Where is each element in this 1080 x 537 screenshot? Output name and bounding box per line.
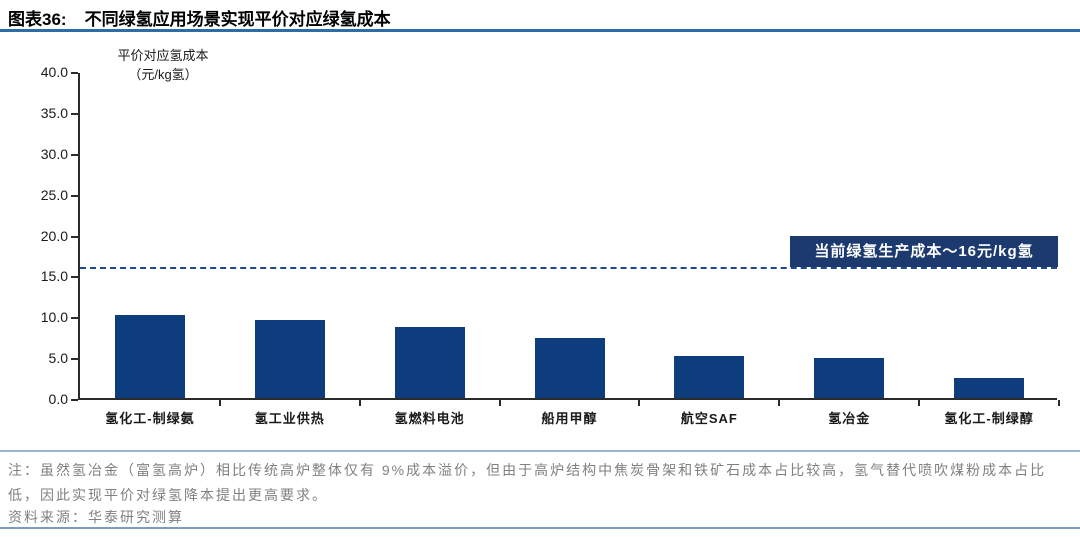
bottom-rule [0, 527, 1080, 529]
x-category-label: 氢冶金 [828, 411, 871, 426]
title-underline-rule [0, 29, 1080, 32]
bar [114, 314, 185, 398]
x-category-label: 氢工业供热 [254, 411, 325, 426]
y-axis-tick [71, 72, 78, 74]
note-top-divider [0, 450, 1080, 452]
x-axis-tick [918, 400, 921, 406]
bar [394, 326, 465, 398]
y-axis-title: 平价对应氢成本 （元/kg氢） [88, 46, 238, 84]
y-axis-tick [71, 317, 78, 320]
x-axis-tick [778, 400, 781, 406]
y-axis-tick-label: 15.0 [40, 268, 68, 285]
x-category-label: 氢化工-制绿醇 [944, 411, 1034, 426]
y-axis-title-line1: 平价对应氢成本 [117, 48, 209, 63]
bar [954, 377, 1025, 398]
y-axis-tick-label: 10.0 [40, 309, 68, 326]
x-axis-tick [1058, 400, 1060, 406]
y-axis-tick [71, 358, 78, 361]
threshold-annotation-box: 当前绿氢生产成本～16元/kg氢 [790, 236, 1058, 268]
y-axis-tick [71, 112, 78, 115]
x-axis-tick [218, 400, 221, 406]
y-axis-tick-label: 20.0 [40, 227, 68, 244]
figure-number-label: 图表36: [8, 10, 67, 29]
bar [674, 355, 745, 398]
bar-chart-plot-area: 当前绿氢生产成本～16元/kg氢 0.0 5.0 10.0 15.0 20.0 25.0 3… [41, 64, 1060, 426]
y-axis-tick [71, 276, 78, 279]
figure-title-text: 不同绿氢应用场景实现平价对应绿氢成本 [84, 10, 391, 29]
y-axis-tick [71, 194, 78, 197]
y-axis-tick [71, 399, 78, 401]
note-text: 注：虽然氢冶金（富氢高炉）相比传统高炉整体仅有 9%成本溢价，但由于高炉结构中焦… [8, 462, 1047, 503]
y-axis-tick-label: 5.0 [48, 350, 68, 367]
x-category-label: 氢燃料电池 [394, 411, 465, 426]
y-axis-tick-label: 30.0 [40, 145, 68, 162]
y-axis-title-line2: （元/kg氢） [128, 67, 198, 82]
threshold-dashed-line [80, 267, 1057, 270]
y-axis-tick [71, 235, 78, 238]
y-axis-tick-label: 35.0 [40, 104, 68, 121]
x-category-label: 氢化工-制绿氨 [105, 411, 195, 426]
y-axis-tick-label: 0.0 [48, 391, 68, 407]
y-axis-tick-label: 40.0 [40, 64, 68, 80]
figure-title: 图表36: 不同绿氢应用场景实现平价对应绿氢成本 [8, 5, 391, 30]
x-axis-tick [498, 400, 501, 406]
source-text: 资料来源：华泰研究测算 [8, 509, 184, 525]
x-category-label: 航空SAF [680, 411, 738, 426]
x-axis-tick [638, 400, 641, 406]
bar [534, 337, 605, 398]
x-category-label: 船用甲醇 [541, 411, 598, 426]
bar [814, 357, 885, 398]
x-axis-tick [358, 400, 361, 406]
bar [254, 320, 325, 398]
y-axis-tick-label: 25.0 [40, 186, 68, 203]
y-axis-tick [71, 153, 78, 156]
